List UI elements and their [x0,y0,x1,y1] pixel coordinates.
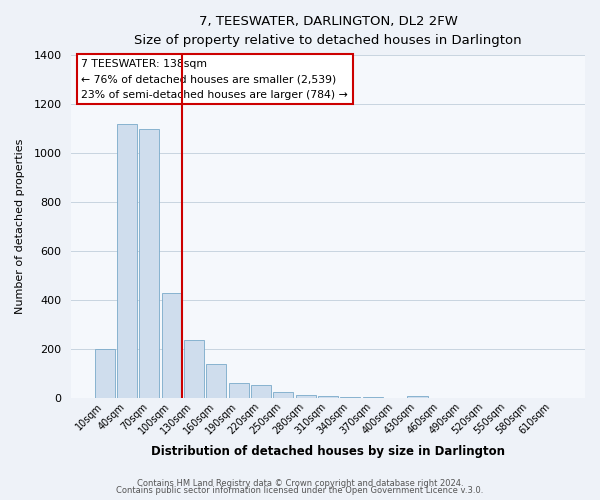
Title: 7, TEESWATER, DARLINGTON, DL2 2FW
Size of property relative to detached houses i: 7, TEESWATER, DARLINGTON, DL2 2FW Size o… [134,15,522,47]
Y-axis label: Number of detached properties: Number of detached properties [15,139,25,314]
Bar [318,396,338,398]
Text: Contains public sector information licensed under the Open Government Licence v.: Contains public sector information licen… [116,486,484,495]
Bar [274,392,293,398]
Bar [296,395,316,398]
Bar [161,293,182,399]
Bar [95,350,115,399]
Bar [139,128,160,398]
Bar [407,396,428,398]
Text: Contains HM Land Registry data © Crown copyright and database right 2024.: Contains HM Land Registry data © Crown c… [137,478,463,488]
Bar [363,397,383,398]
Bar [184,340,204,398]
Bar [229,382,249,398]
Text: 7 TEESWATER: 138sqm
← 76% of detached houses are smaller (2,539)
23% of semi-det: 7 TEESWATER: 138sqm ← 76% of detached ho… [82,58,348,100]
X-axis label: Distribution of detached houses by size in Darlington: Distribution of detached houses by size … [151,444,505,458]
Bar [251,385,271,398]
Bar [340,396,361,398]
Bar [117,124,137,398]
Bar [206,364,226,398]
